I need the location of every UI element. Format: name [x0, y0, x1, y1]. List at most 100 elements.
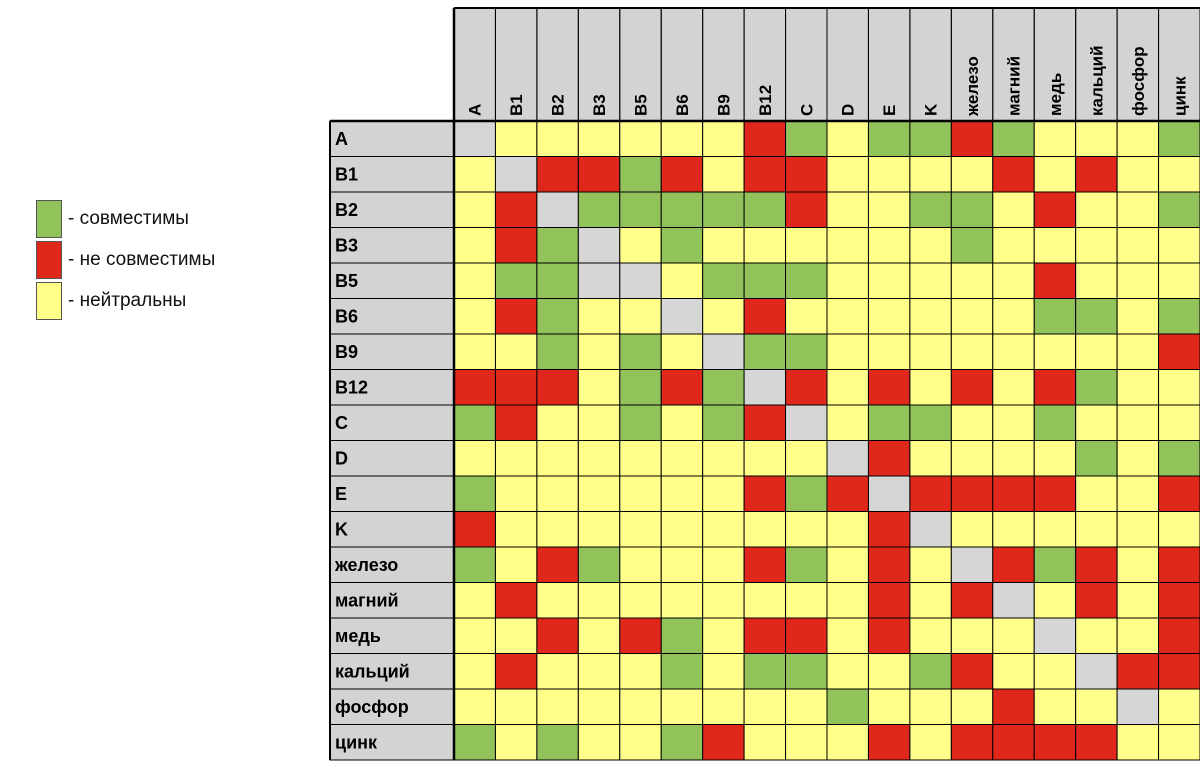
- cell-медь-железо: [950, 617, 994, 654]
- column-label-медь: медь: [1046, 73, 1065, 116]
- column-label-цинк: цинк: [1170, 76, 1189, 116]
- cell-кальций-фосфор: [1116, 653, 1160, 690]
- cell-магний-магний: [992, 582, 1035, 619]
- cell-цинк-b3: [577, 724, 621, 761]
- cell-b5-b5: [619, 262, 662, 299]
- cell-b5-k: [909, 262, 952, 299]
- cell-e-e: [867, 475, 911, 512]
- cell-b5-кальций: [1075, 262, 1118, 299]
- cell-b5-d: [826, 262, 869, 299]
- cell-c-b2: [536, 404, 579, 441]
- cell-e-b6: [660, 475, 704, 512]
- cell-a-b1: [494, 120, 538, 157]
- cell-b9-d: [826, 333, 869, 370]
- cell-d-магний: [992, 440, 1035, 477]
- cell-кальций-b5: [619, 653, 662, 690]
- cell-медь-b9: [702, 617, 745, 654]
- cell-k-b1: [494, 511, 538, 548]
- cell-d-a: [453, 440, 496, 477]
- cell-b9-b12: [743, 333, 787, 370]
- cell-b5-железо: [950, 262, 994, 299]
- column-label-b12: B12: [756, 85, 775, 116]
- row-label-кальций: кальций: [335, 661, 410, 681]
- cell-k-b2: [536, 511, 579, 548]
- cell-b2-фосфор: [1116, 191, 1160, 228]
- cell-b9-кальций: [1075, 333, 1118, 370]
- cell-цинк-e: [867, 724, 911, 761]
- row-label-b12: B12: [335, 377, 368, 397]
- cell-фосфор-d: [826, 688, 869, 725]
- cell-цинк-фосфор: [1116, 724, 1160, 761]
- cell-b3-b6: [660, 227, 704, 264]
- legend-item: - не совместимы: [36, 239, 215, 280]
- cell-b1-b12: [743, 156, 787, 193]
- cell-медь-b1: [494, 617, 538, 654]
- row-label-b5: B5: [335, 271, 358, 291]
- cell-d-k: [909, 440, 952, 477]
- legend-label: - не совместимы: [68, 248, 216, 270]
- cell-фосфор-цинк: [1158, 688, 1200, 725]
- cell-b3-c: [785, 227, 828, 264]
- cell-железо-b5: [619, 546, 662, 583]
- cell-цинк-b5: [619, 724, 662, 761]
- cell-b6-b1: [494, 298, 538, 335]
- cell-a-кальций: [1075, 120, 1118, 157]
- cell-магний-b1: [494, 582, 538, 619]
- cell-b3-b9: [702, 227, 745, 264]
- cell-b6-кальций: [1075, 298, 1118, 335]
- cell-d-b3: [577, 440, 621, 477]
- cell-фосфор-фосфор: [1116, 688, 1160, 725]
- cell-e-b5: [619, 475, 662, 512]
- cell-b1-b3: [577, 156, 621, 193]
- column-label-b2: B2: [549, 94, 568, 116]
- cell-c-c: [785, 404, 828, 441]
- cell-медь-магний: [992, 617, 1035, 654]
- cell-a-магний: [992, 120, 1035, 157]
- cell-b6-b6: [660, 298, 704, 335]
- cell-фосфор-кальций: [1075, 688, 1118, 725]
- column-label-магний: магний: [1005, 56, 1024, 116]
- cell-медь-b2: [536, 617, 579, 654]
- column-label-b3: B3: [590, 94, 609, 116]
- cell-железо-b6: [660, 546, 704, 583]
- cell-k-магний: [992, 511, 1035, 548]
- cell-d-кальций: [1075, 440, 1118, 477]
- cell-b9-c: [785, 333, 828, 370]
- cell-железо-b12: [743, 546, 787, 583]
- cell-a-фосфор: [1116, 120, 1160, 157]
- cell-b12-кальций: [1075, 369, 1118, 406]
- cell-магний-c: [785, 582, 828, 619]
- cell-e-b2: [536, 475, 579, 512]
- cell-c-кальций: [1075, 404, 1118, 441]
- cell-b9-e: [867, 333, 911, 370]
- cell-b6-железо: [950, 298, 994, 335]
- cell-железо-d: [826, 546, 869, 583]
- cell-d-медь: [1033, 440, 1077, 477]
- column-label-фосфор: фосфор: [1129, 46, 1148, 116]
- cell-кальций-b1: [494, 653, 538, 690]
- cell-a-c: [785, 120, 828, 157]
- cell-b9-a: [453, 333, 496, 370]
- legend-swatch: [36, 281, 62, 320]
- cell-цинк-b12: [743, 724, 787, 761]
- cell-b9-фосфор: [1116, 333, 1160, 370]
- cell-магний-b6: [660, 582, 704, 619]
- cell-медь-кальций: [1075, 617, 1118, 654]
- column-label-b9: B9: [714, 94, 733, 116]
- cell-медь-e: [867, 617, 911, 654]
- cell-b3-магний: [992, 227, 1035, 264]
- cell-b9-цинк: [1158, 333, 1200, 370]
- cell-железо-b2: [536, 546, 579, 583]
- cell-b12-e: [867, 369, 911, 406]
- column-label-k: K: [922, 103, 941, 116]
- cell-b6-b9: [702, 298, 745, 335]
- cell-кальций-k: [909, 653, 952, 690]
- cell-e-кальций: [1075, 475, 1118, 512]
- cell-магний-a: [453, 582, 496, 619]
- cell-фосфор-b9: [702, 688, 745, 725]
- cell-b5-медь: [1033, 262, 1077, 299]
- cell-d-b1: [494, 440, 538, 477]
- cell-b5-c: [785, 262, 828, 299]
- cell-b2-d: [826, 191, 869, 228]
- cell-b6-d: [826, 298, 869, 335]
